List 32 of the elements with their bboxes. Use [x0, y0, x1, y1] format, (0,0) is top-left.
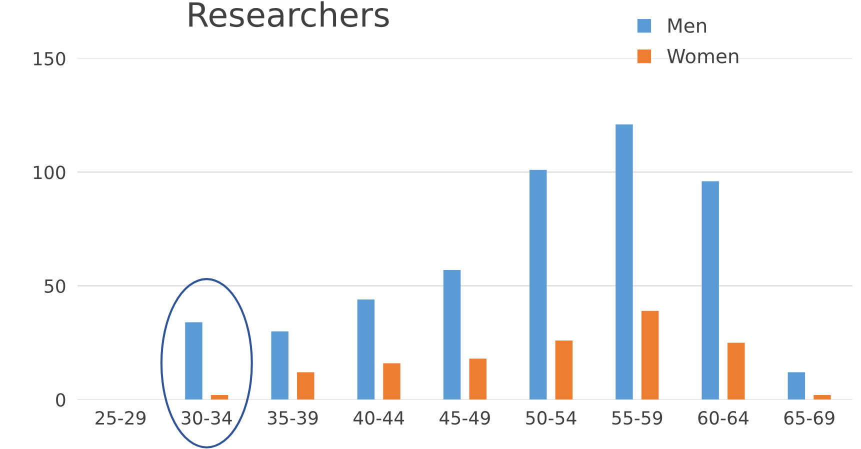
bar: [788, 372, 806, 400]
x-tick-label: 25-29: [96, 411, 146, 425]
legend-label: Men: [668, 18, 706, 33]
x-tick-label: 45-49: [440, 411, 490, 425]
bar: [616, 124, 633, 400]
bar: [814, 395, 831, 400]
bar: [555, 340, 573, 400]
y-tick-label: 100: [34, 166, 66, 180]
bar: [210, 395, 228, 400]
legend-label: Women: [667, 48, 738, 64]
y-tick-label: 150: [34, 52, 66, 66]
bar: [641, 310, 659, 400]
y-tick-label: 0: [56, 393, 66, 407]
chart-title: Researchers: [189, 1, 389, 28]
bar: [469, 358, 486, 400]
bar: [728, 342, 745, 400]
x-tick-label: 50-54: [526, 411, 576, 425]
bar: [357, 300, 375, 400]
x-tick-label: 55-59: [612, 411, 662, 425]
x-tick-label: 60-64: [698, 411, 748, 425]
x-tick-label: 30-34: [182, 411, 232, 425]
bar: [443, 270, 461, 400]
bar: [271, 331, 288, 400]
x-tick-label: 35-39: [268, 411, 318, 425]
x-tick-label: 65-69: [784, 411, 834, 425]
bar: [530, 170, 547, 400]
bar: [702, 181, 719, 400]
x-tick-label: 40-44: [353, 411, 404, 425]
y-tick-label: 50: [44, 279, 66, 293]
bar: [297, 372, 314, 400]
bar: [185, 322, 202, 400]
bar: [383, 363, 400, 400]
